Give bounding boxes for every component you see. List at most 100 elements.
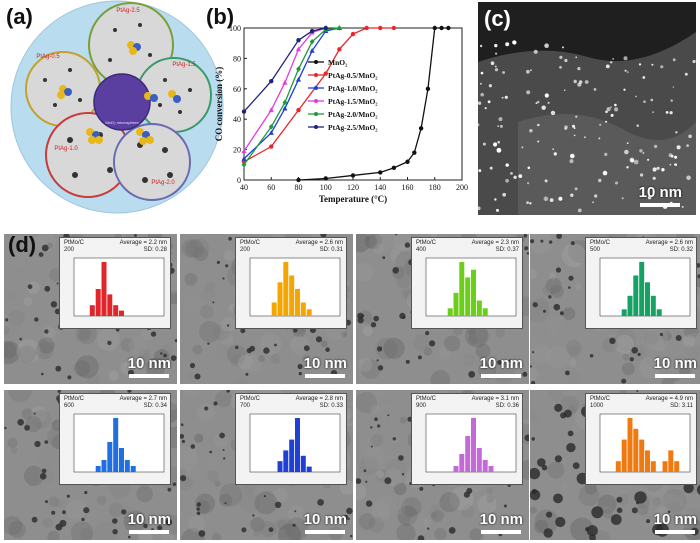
inset-title: PtMo/C 200 xyxy=(240,240,261,253)
nanoparticle xyxy=(425,331,430,336)
histogram-bar xyxy=(113,305,119,316)
nanoparticle-dot xyxy=(672,58,676,62)
scale-bar: 10 nm xyxy=(128,511,171,534)
nanoparticle xyxy=(213,401,218,406)
nanoparticle xyxy=(45,500,48,504)
nanoparticle-dot xyxy=(513,175,517,179)
nanoparticle-dot xyxy=(527,182,530,185)
nanoparticle xyxy=(268,527,274,533)
inset-average: Average = 2.3 nm SD: 0.37 xyxy=(471,240,519,253)
nanoparticle xyxy=(4,426,7,430)
nanoparticle-dot xyxy=(478,169,482,173)
inset-average: Average = 2.2 nm SD: 0.28 xyxy=(119,240,167,253)
nanoparticle xyxy=(347,517,350,521)
nanoparticle-dot xyxy=(494,43,498,48)
x-tick-label: 120 xyxy=(347,183,359,192)
inset-average: Average = 2.6 nm SD: 0.31 xyxy=(295,240,343,253)
nanoparticle-dot xyxy=(535,102,538,104)
size-histogram-inset: PtMo/C 900 Average = 3.1 nm SD: 0.36 xyxy=(411,393,523,485)
nanoparticle xyxy=(33,412,36,415)
data-point xyxy=(282,105,288,111)
nanoparticle-dot xyxy=(574,187,578,191)
nanoparticle-dot xyxy=(526,201,529,205)
nanoparticle-dot xyxy=(573,79,577,84)
scale-line xyxy=(129,530,170,534)
size-histogram-inset: PtMo/C 400 Average = 2.3 nm SD: 0.37 xyxy=(411,237,523,329)
data-point xyxy=(350,173,356,178)
histogram-bar xyxy=(306,466,312,472)
scale-bar: 10 nm xyxy=(304,511,347,534)
nanoparticle xyxy=(167,487,172,492)
histogram-bar xyxy=(662,461,668,472)
data-point xyxy=(296,37,301,43)
nanoparticle-dot xyxy=(602,170,608,176)
nanoparticle xyxy=(392,267,399,274)
inset-title: PtMo/C 600 xyxy=(64,396,85,409)
data-point xyxy=(241,162,247,168)
nanoparticle-dot xyxy=(497,125,499,127)
scale-label: 10 nm xyxy=(653,511,697,528)
nanoparticle xyxy=(427,527,430,530)
nanoparticle xyxy=(249,345,256,352)
legend-label: PtAg-2.5/MnO₂ xyxy=(328,123,378,132)
inset-title: PtMo/C 500 xyxy=(590,240,611,253)
histogram-bar xyxy=(621,439,627,472)
nanoparticle-dot xyxy=(623,88,626,91)
nanoparticle xyxy=(41,372,44,376)
nanoparticle xyxy=(204,406,209,411)
panel-label-b: (b) xyxy=(206,4,235,29)
nanoparticle-dot xyxy=(584,80,589,84)
histogram-bar xyxy=(633,275,639,316)
series-line xyxy=(243,27,326,152)
data-point xyxy=(296,107,301,113)
nanoparticle xyxy=(697,274,700,279)
scale-label: 10 nm xyxy=(127,511,171,528)
nanoparticle xyxy=(546,511,553,518)
inset-average: Average = 2.6 nm SD: 0.32 xyxy=(645,240,693,253)
nanoparticle xyxy=(616,496,623,503)
nanoparticle xyxy=(180,475,187,482)
nanoparticle-dot xyxy=(624,69,627,72)
histogram-bar xyxy=(101,262,107,316)
nanoparticle xyxy=(526,252,529,255)
nanoparticle xyxy=(667,510,671,514)
nanoparticle xyxy=(634,491,647,504)
scale-line xyxy=(655,374,696,378)
nanoparticle xyxy=(112,529,118,535)
nanoparticle xyxy=(226,324,230,327)
nanoparticle xyxy=(143,523,148,529)
nanoparticle xyxy=(530,365,533,368)
nanoparticle xyxy=(560,412,567,419)
data-point xyxy=(337,47,342,52)
histogram-bar xyxy=(633,428,639,472)
nanoparticle xyxy=(198,530,206,537)
nanoparticle xyxy=(235,345,239,350)
data-point xyxy=(295,46,302,52)
histogram-bar xyxy=(295,418,300,472)
nanoparticle xyxy=(530,467,541,480)
nanoparticle xyxy=(174,339,177,343)
nanoparticle-dot xyxy=(643,100,646,103)
nanoparticle xyxy=(207,342,210,345)
nanoparticle xyxy=(44,285,51,292)
histogram-bar xyxy=(107,442,113,472)
nanoparticle-dot xyxy=(552,148,555,151)
nanoparticle xyxy=(241,527,247,533)
co-conversion-chart: 40 60 80 100 120 140 160 180 200 0 20 40 60 80 100 Temp… xyxy=(214,24,468,204)
nanoparticle-dot xyxy=(686,175,691,181)
size-histogram-inset: PtMo/C 200 Average = 2.2 nm SD: 0.28 xyxy=(59,237,171,329)
nanoparticle xyxy=(586,525,598,537)
nanoparticle xyxy=(39,473,47,480)
nanoparticle-dot xyxy=(668,153,673,158)
nanoparticle-dot xyxy=(501,96,504,99)
nanoparticle-dot xyxy=(482,142,486,146)
nanoparticle xyxy=(568,275,574,281)
nanoparticle xyxy=(34,317,39,322)
tem-image-tile: PtMo/C 200 Average = 2.2 nm SD: 0.28 10 nm xyxy=(4,234,177,384)
nanoparticle xyxy=(128,535,131,539)
nanoparticle-dot xyxy=(493,142,498,147)
nanoparticle-dot xyxy=(639,149,643,153)
scale-line xyxy=(481,530,522,534)
data-point xyxy=(282,79,288,85)
scale-label: 10 nm xyxy=(303,355,347,372)
